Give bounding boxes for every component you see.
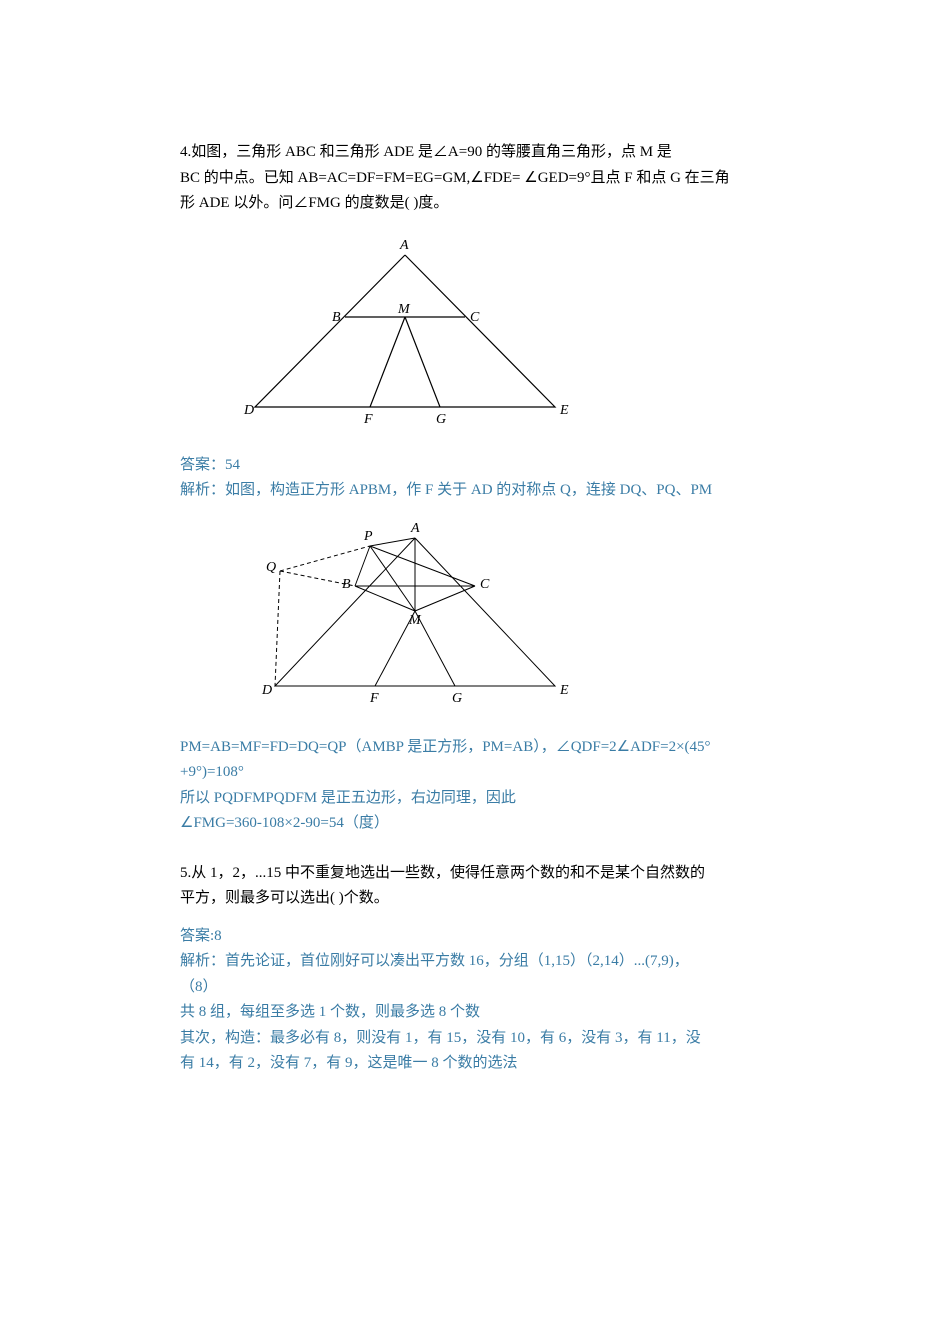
svg-text:G: G <box>436 412 446 427</box>
svg-text:D: D <box>243 403 254 418</box>
svg-text:F: F <box>363 412 373 427</box>
svg-text:A: A <box>399 238 409 253</box>
problem-5-answer: 答案:8 <box>180 924 770 950</box>
problem-4-line1: 4.如图，三角形 ABC 和三角形 ADE 是∠A=90 的等腰直角三角形，点 … <box>180 140 770 166</box>
problem-5-solution-4: 其次，构造：最多必有 8，则没有 1，有 15，没有 10，有 6，没有 3，有… <box>180 1026 770 1052</box>
svg-text:M: M <box>408 613 422 628</box>
svg-text:D: D <box>261 683 272 698</box>
problem-4-solution-4: ∠FMG=360-108×2-90=54（度） <box>180 811 770 837</box>
problem-4-solution-2: PM=AB=MF=FD=DQ=QP（AMBP 是正方形，PM=AB），∠QDF=… <box>180 735 770 786</box>
problem-5-line2: 平方，则最多可以选出( )个数。 <box>180 886 770 912</box>
problem-4-line2: BC 的中点。已知 AB=AC=DF=FM=EG=GM,∠FDE= ∠GED=9… <box>180 166 770 192</box>
svg-text:F: F <box>369 691 379 706</box>
svg-text:B: B <box>332 310 341 325</box>
problem-5-line1: 5.从 1，2，...15 中不重复地选出一些数，使得任意两个数的和不是某个自然… <box>180 861 770 887</box>
problem-5-solution-3: 共 8 组，每组至多选 1 个数，则最多选 8 个数 <box>180 1000 770 1026</box>
svg-text:E: E <box>559 403 569 418</box>
problem-4-line3: 形 ADE 以外。问∠FMG 的度数是( )度。 <box>180 191 770 217</box>
problem-4-figure-2: A P Q B C M D E F G <box>220 516 770 711</box>
svg-text:C: C <box>480 577 490 592</box>
problem-5-solution-1: 解析：首先论证，首位刚好可以凑出平方数 16，分组（1,15）（2,14）...… <box>180 949 770 975</box>
svg-text:E: E <box>559 683 569 698</box>
problem-5-solution-5: 有 14，有 2，没有 7，有 9，这是唯一 8 个数的选法 <box>180 1051 770 1077</box>
problem-4-answer: 答案：54 <box>180 453 770 479</box>
svg-text:M: M <box>397 302 411 317</box>
svg-text:G: G <box>452 691 462 706</box>
svg-text:Q: Q <box>266 560 276 575</box>
problem-4-solution-3: 所以 PQDFMPQDFM 是正五边形，右边同理，因此 <box>180 786 770 812</box>
problem-4-solution-1: 解析：如图，构造正方形 APBM，作 F 关于 AD 的对称点 Q，连接 DQ、… <box>180 478 770 504</box>
svg-text:A: A <box>410 521 420 536</box>
svg-text:B: B <box>342 577 351 592</box>
svg-text:C: C <box>470 310 480 325</box>
svg-text:P: P <box>363 529 373 544</box>
problem-5-solution-2: （8） <box>180 975 770 1001</box>
problem-4-figure-1: A B C M D E F G <box>220 229 770 429</box>
